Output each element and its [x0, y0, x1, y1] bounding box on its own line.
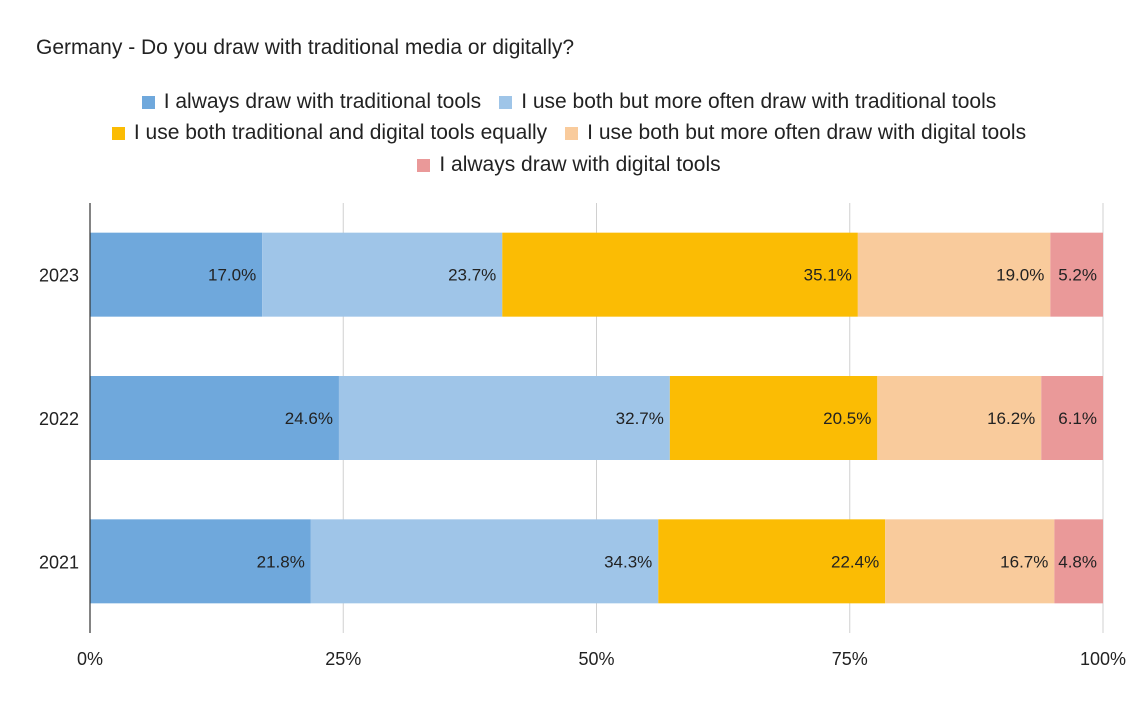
bar-segment: [658, 519, 886, 604]
data-label: 24.6%: [285, 409, 333, 428]
bar-segment: [90, 376, 339, 460]
legend-label: I always draw with traditional tools: [163, 90, 482, 113]
bar-segment: [90, 519, 311, 604]
bar-segment: [857, 232, 1051, 317]
data-label: 19.0%: [996, 266, 1044, 285]
y-tick-label: 2021: [39, 552, 79, 572]
data-label: 6.1%: [1058, 409, 1097, 428]
bar-segment: [1050, 232, 1103, 317]
bar-segment: [90, 232, 263, 317]
bar-segment: [1041, 376, 1103, 460]
data-label: 4.8%: [1058, 552, 1097, 571]
data-label: 16.7%: [1000, 552, 1048, 571]
x-tick-label: 50%: [578, 649, 614, 669]
bar-segment: [877, 376, 1042, 460]
data-label: 17.0%: [208, 266, 256, 285]
bar-segment: [1054, 519, 1103, 604]
y-tick-label: 2022: [39, 409, 79, 429]
bar-segment: [262, 232, 503, 317]
data-label: 34.3%: [604, 552, 652, 571]
x-tick-label: 100%: [1080, 649, 1126, 669]
chart-title: Germany - Do you draw with traditional m…: [36, 36, 575, 59]
legend-label: I use both traditional and digital tools…: [133, 121, 548, 144]
y-tick-label: 2023: [39, 266, 79, 286]
data-label: 23.7%: [448, 266, 496, 285]
legend-swatch: [111, 126, 125, 140]
x-tick-label: 75%: [832, 649, 868, 669]
data-label: 5.2%: [1058, 266, 1097, 285]
data-label: 16.2%: [987, 409, 1035, 428]
bar-segment: [502, 232, 858, 317]
data-label: 22.4%: [831, 552, 879, 571]
bar-segment: [885, 519, 1055, 604]
legend-item-equally: I use both traditional and digital tools…: [111, 121, 548, 145]
legend-row-2: I use both traditional and digital tools…: [0, 121, 1138, 145]
data-label: 20.5%: [823, 409, 871, 428]
legend-item-more-traditional: I use both but more often draw with trad…: [499, 90, 996, 114]
x-tick-label: 25%: [325, 649, 361, 669]
legend-row-1: I always draw with traditional tools I u…: [0, 90, 1138, 114]
data-label: 35.1%: [804, 266, 852, 285]
legend-item-always-digital: I always draw with digital tools: [417, 153, 721, 177]
x-tick-label: 0%: [77, 649, 103, 669]
legend-label: I always draw with digital tools: [439, 153, 721, 176]
bar-segment: [338, 376, 670, 460]
legend-row-3: I always draw with digital tools: [0, 153, 1138, 177]
legend-label: I use both but more often draw with digi…: [587, 121, 1027, 144]
bar-segment: [669, 376, 878, 460]
bar-segment: [310, 519, 659, 604]
data-label: 32.7%: [616, 409, 664, 428]
data-label: 21.8%: [257, 552, 305, 571]
legend-item-more-digital: I use both but more often draw with digi…: [565, 121, 1026, 145]
legend-swatch: [499, 95, 513, 109]
legend-swatch: [417, 158, 431, 172]
legend-swatch: [141, 95, 155, 109]
legend-item-always-traditional: I always draw with traditional tools: [141, 90, 482, 114]
legend-label: I use both but more often draw with trad…: [521, 90, 997, 113]
legend-swatch: [565, 126, 579, 140]
